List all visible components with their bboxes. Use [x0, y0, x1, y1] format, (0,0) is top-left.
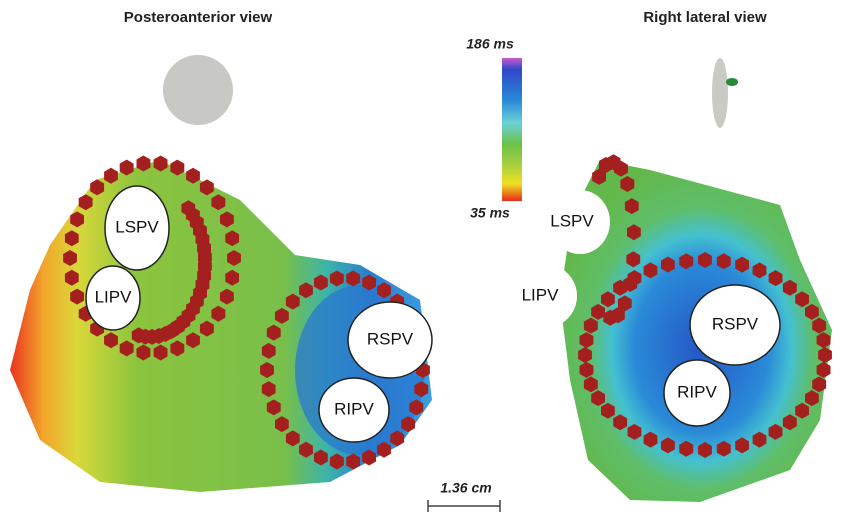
vein-label: RSPV	[712, 314, 759, 333]
vein-label: RIPV	[677, 382, 717, 401]
scale-label: 1.36 cm	[440, 480, 491, 496]
vein-label: RSPV	[367, 329, 414, 348]
color-max-label: 186 ms	[466, 36, 514, 52]
orientation-icon	[712, 58, 728, 128]
orientation-icon	[726, 78, 738, 86]
color-min-label: 35 ms	[470, 205, 510, 221]
view-title: Posteroanterior view	[124, 9, 273, 26]
orientation-icon	[163, 55, 233, 125]
vein-label: LSPV	[550, 211, 594, 230]
view-title: Right lateral view	[643, 9, 767, 26]
vein-label: LSPV	[115, 217, 159, 236]
vein-label: RIPV	[334, 399, 374, 418]
color-bar	[502, 58, 522, 201]
vein-label: LIPV	[95, 287, 133, 306]
figure: Posteroanterior view Right lateral view …	[0, 0, 848, 514]
vein-label: LIPV	[522, 285, 560, 304]
